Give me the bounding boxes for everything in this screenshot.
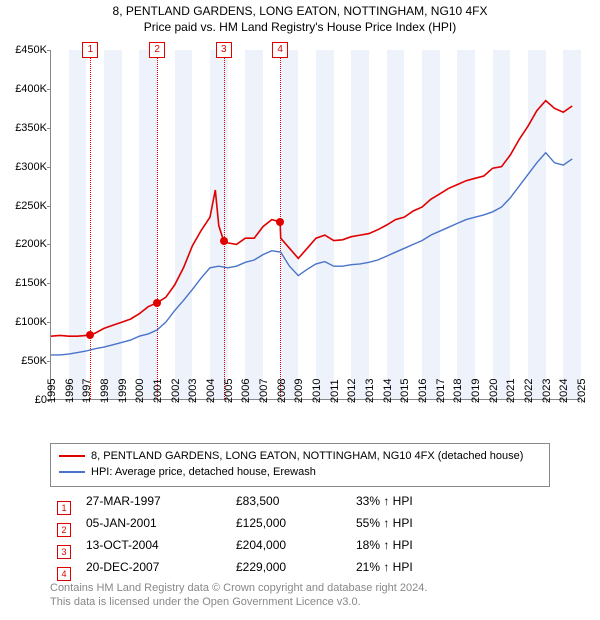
x-tick-label: 2011 [329,379,341,403]
x-tick-label: 2019 [470,379,482,403]
x-tick-label: 2020 [488,379,500,403]
x-tick-label: 2015 [399,379,411,403]
x-tick-label: 2007 [258,379,270,403]
x-tick-label: 2025 [576,379,588,403]
y-tick-label: £300K [3,161,47,173]
footer-line-1: Contains HM Land Registry data © Crown c… [50,582,570,596]
x-tick-label: 2016 [417,379,429,403]
y-tick [47,128,51,129]
sales-row-date: 27-MAR-1997 [78,494,236,508]
y-tick [47,244,51,245]
y-tick-label: £350K [3,122,47,134]
legend: 8, PENTLAND GARDENS, LONG EATON, NOTTING… [50,443,550,487]
legend-label: 8, PENTLAND GARDENS, LONG EATON, NOTTING… [91,450,523,462]
legend-swatch [59,471,85,473]
legend-item: HPI: Average price, detached house, Erew… [59,464,541,480]
x-tick-label: 2006 [240,379,252,403]
sales-row-diff-vs-hpi: 21% ↑ HPI [356,560,536,574]
legend-label: HPI: Average price, detached house, Erew… [91,466,316,478]
x-tick-label: 2024 [558,379,570,403]
x-tick-label: 1996 [64,379,76,403]
x-tick-label: 2021 [505,379,517,403]
footer-attribution: Contains HM Land Registry data © Crown c… [50,582,570,610]
series-red [51,101,572,337]
y-tick-label: £450K [3,44,47,56]
y-tick [47,283,51,284]
y-tick-label: £400K [3,83,47,95]
sales-row-diff-vs-hpi: 18% ↑ HPI [356,538,536,552]
sale-marker-badge: 3 [57,545,71,559]
sales-row-price: £83,500 [236,494,356,508]
x-tick-label: 2010 [311,379,323,403]
x-tick-label: 2009 [293,379,305,403]
sales-row-price: £204,000 [236,538,356,552]
y-tick-label: £50K [3,355,47,367]
sale-marker-badge: 1 [82,42,98,58]
x-tick-label: 2018 [452,379,464,403]
y-tick-label: £200K [3,238,47,250]
y-tick [47,50,51,51]
sales-row-price: £229,000 [236,560,356,574]
x-tick-label: 2012 [346,379,358,403]
chart-lines [51,50,581,400]
y-tick [47,322,51,323]
x-tick-label: 2003 [187,379,199,403]
y-tick [47,361,51,362]
sale-marker-badge: 1 [57,501,71,515]
series-blue [51,153,572,355]
sale-marker-dot [153,299,161,307]
y-tick-label: £0 [3,394,47,406]
x-tick-label: 1997 [81,379,93,403]
x-tick-label: 2005 [223,379,235,403]
sale-marker-badge: 2 [149,42,165,58]
sale-marker-badge: 4 [272,42,288,58]
x-tick-label: 2001 [152,379,164,403]
y-tick-label: £100K [3,316,47,328]
sales-row: 4 20-DEC-2007£229,00021% ↑ HPI [50,556,550,578]
sales-row-price: £125,000 [236,516,356,530]
sales-row-date: 20-DEC-2007 [78,560,236,574]
sales-row-diff-vs-hpi: 33% ↑ HPI [356,494,536,508]
x-tick-label: 2008 [276,379,288,403]
legend-item: 8, PENTLAND GARDENS, LONG EATON, NOTTING… [59,448,541,464]
x-tick-label: 2014 [382,379,394,403]
title-line-1: 8, PENTLAND GARDENS, LONG EATON, NOTTING… [0,4,600,18]
x-tick-label: 2017 [435,379,447,403]
footer-line-2: This data is licensed under the Open Gov… [50,596,570,610]
title-line-2: Price paid vs. HM Land Registry's House … [0,20,600,34]
y-tick [47,167,51,168]
x-tick-label: 2022 [523,379,535,403]
x-tick-label: 2013 [364,379,376,403]
plot-area: £0£50K£100K£150K£200K£250K£300K£350K£400… [50,50,580,400]
x-tick-label: 2004 [205,379,217,403]
sale-marker-badge: 3 [216,42,232,58]
x-tick-label: 1995 [46,379,58,403]
chart: £0£50K£100K£150K£200K£250K£300K£350K£400… [50,50,580,400]
sale-marker-badge: 2 [57,523,71,537]
sales-table: 1 27-MAR-1997£83,50033% ↑ HPI 2 05-JAN-2001… [50,490,550,578]
sale-marker-dot [276,218,284,226]
sales-row-diff-vs-hpi: 55% ↑ HPI [356,516,536,530]
y-tick [47,89,51,90]
sales-row: 2 05-JAN-2001£125,00055% ↑ HPI [50,512,550,534]
sales-row-date: 05-JAN-2001 [78,516,236,530]
y-tick [47,206,51,207]
sale-marker-dot [220,237,228,245]
y-tick-label: £250K [3,200,47,212]
sales-row: 3 13-OCT-2004£204,00018% ↑ HPI [50,534,550,556]
sale-marker-badge: 4 [57,567,71,581]
x-tick-label: 1999 [117,379,129,403]
legend-swatch [59,455,85,457]
chart-titles: 8, PENTLAND GARDENS, LONG EATON, NOTTING… [0,4,600,34]
page: 8, PENTLAND GARDENS, LONG EATON, NOTTING… [0,0,600,620]
x-tick-label: 2002 [170,379,182,403]
y-tick-label: £150K [3,277,47,289]
x-tick-label: 2000 [134,379,146,403]
x-tick-label: 2023 [541,379,553,403]
x-tick-label: 1998 [99,379,111,403]
sales-row-date: 13-OCT-2004 [78,538,236,552]
sale-marker-dot [86,331,94,339]
sales-row: 1 27-MAR-1997£83,50033% ↑ HPI [50,490,550,512]
